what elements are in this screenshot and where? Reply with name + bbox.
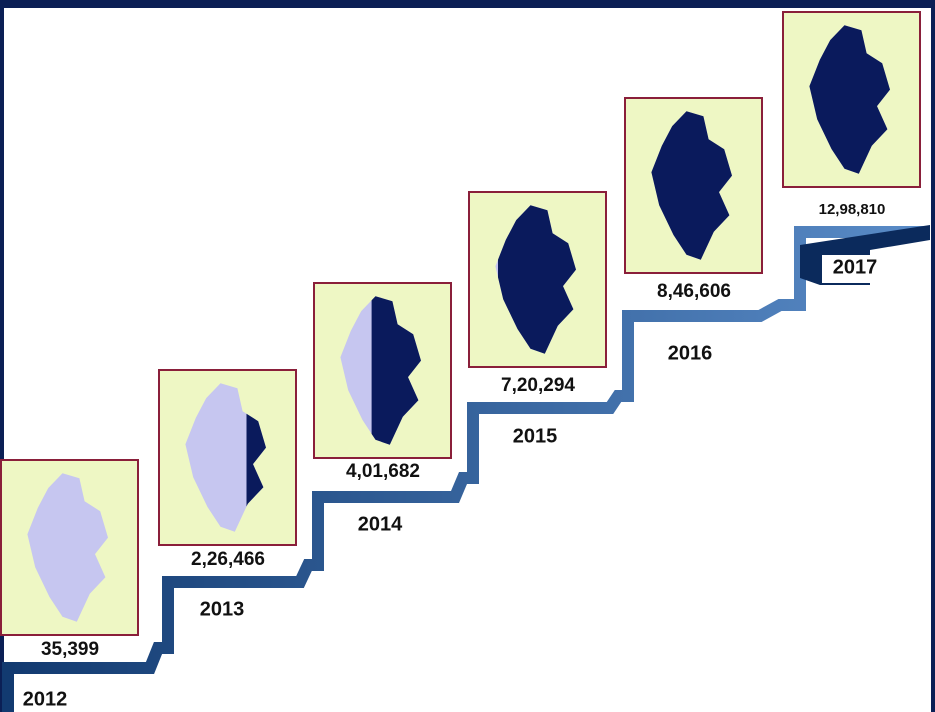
map [809, 25, 890, 174]
map-region [185, 383, 266, 532]
year-label: 2013 [200, 598, 245, 620]
map-coverage [809, 25, 890, 174]
count-label: 2,26,466 [191, 549, 265, 570]
step: 12,98,810 2017 [782, 11, 930, 285]
map [651, 111, 732, 260]
map [185, 383, 266, 532]
year-label: 2014 [358, 513, 403, 535]
step: 2,26,466 2013 [158, 369, 297, 620]
year-label: 2015 [513, 425, 558, 447]
map [340, 296, 421, 445]
map-coverage [651, 111, 732, 260]
count-label: 8,46,606 [657, 281, 731, 302]
year-label: 2017 [833, 256, 878, 278]
map-coverage [246, 413, 266, 507]
count-label: 7,20,294 [501, 375, 575, 396]
step: 4,01,682 2014 [313, 282, 452, 535]
map-coverage [497, 205, 576, 354]
map [495, 205, 576, 354]
map-coverage [371, 296, 421, 445]
step: 7,20,294 2015 [468, 191, 607, 447]
step: 8,46,606 2016 [624, 97, 763, 364]
left-bar [0, 8, 4, 712]
step: 35,399 2012 [0, 459, 139, 710]
staircase [2, 226, 930, 712]
count-label: 12,98,810 [819, 201, 886, 218]
year-label: 2016 [668, 342, 713, 364]
count-label: 35,399 [41, 639, 99, 660]
top-bar [0, 0, 935, 8]
year-label: 2012 [23, 688, 68, 710]
map [27, 473, 108, 622]
map-region [27, 473, 108, 622]
steps: 35,399 2012 2,26,466 2013 4,01,682 2014 7,20,2… [0, 11, 930, 710]
count-label: 4,01,682 [346, 461, 420, 482]
year-plate-inner [822, 255, 888, 283]
right-bar [931, 8, 935, 712]
